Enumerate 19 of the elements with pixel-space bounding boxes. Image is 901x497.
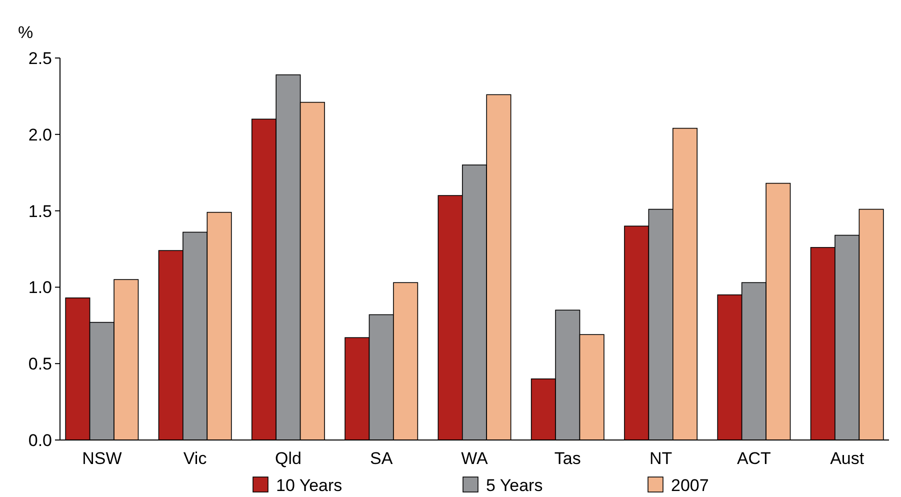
x-tick-label: WA — [461, 449, 489, 468]
y-tick-label: 1.0 — [28, 278, 52, 298]
x-tick-label: Tas — [554, 449, 581, 468]
x-tick-label: SA — [370, 449, 394, 468]
y-tick-label: 0.5 — [28, 354, 52, 374]
y-tick-label: 0.0 — [28, 430, 52, 450]
legend-label: 5 Years — [486, 476, 543, 495]
y-tick-label: 2.5 — [28, 48, 52, 68]
x-tick-label: NSW — [82, 449, 122, 468]
y-axis-title: % — [18, 23, 34, 42]
y-tick-label: 2.0 — [28, 125, 52, 144]
x-tick-label: ACT — [736, 449, 771, 468]
x-tick-label: Qld — [274, 449, 302, 468]
x-tick-label: Vic — [183, 449, 208, 468]
legend-label: 10 Years — [276, 476, 342, 495]
legend-label: 2007 — [671, 476, 709, 495]
x-tick-label: Aust — [830, 449, 864, 468]
x-tick-label: NT — [649, 449, 672, 468]
y-tick-label: 1.5 — [28, 202, 52, 221]
